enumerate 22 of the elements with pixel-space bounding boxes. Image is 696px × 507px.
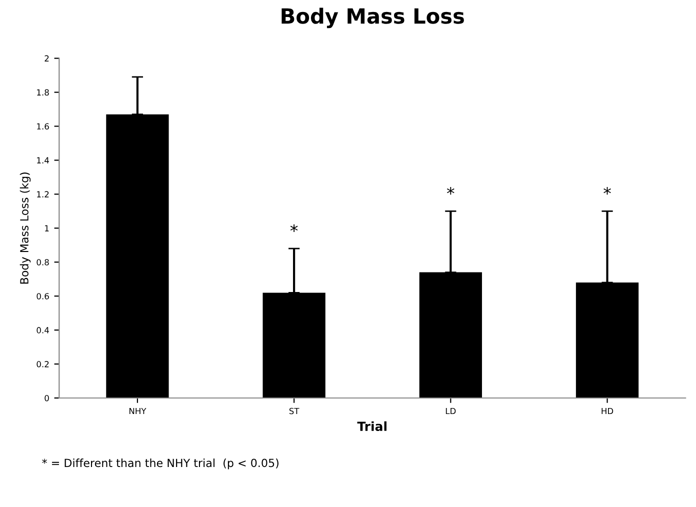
y-tick-label: 1.4 <box>37 157 49 164</box>
x-tick-label: HD <box>602 408 614 414</box>
y-tick-label: 0.6 <box>36 293 49 300</box>
x-axis-title: Trial <box>357 421 386 432</box>
y-tick-label: 0.4 <box>36 327 49 334</box>
annotation: * <box>290 224 298 232</box>
y-tick-label: 0.2 <box>36 361 49 368</box>
x-tick-label: NHY <box>129 408 146 414</box>
chart-title: Body Mass Loss <box>282 8 464 28</box>
y-tick-label: 0 <box>44 394 49 402</box>
y-axis-title: Body Mass Loss (kg) <box>20 172 31 284</box>
y-tick-label: 1.2 <box>37 191 49 198</box>
annotation: * <box>604 186 611 195</box>
y-tick-label: 1.6 <box>37 123 49 130</box>
text: * = Different than the NHY trial (p < 0.05) <box>42 458 278 470</box>
y-tick-label: 1.8 <box>37 89 49 96</box>
y-tick-label: 1 <box>45 225 49 232</box>
x-tick-label: ST <box>289 408 300 414</box>
y-tick-label: 0.8 <box>36 259 49 266</box>
y-tick-label: 2 <box>44 55 49 62</box>
x-tick-label: LD <box>446 408 456 414</box>
annotation: * <box>446 186 454 195</box>
